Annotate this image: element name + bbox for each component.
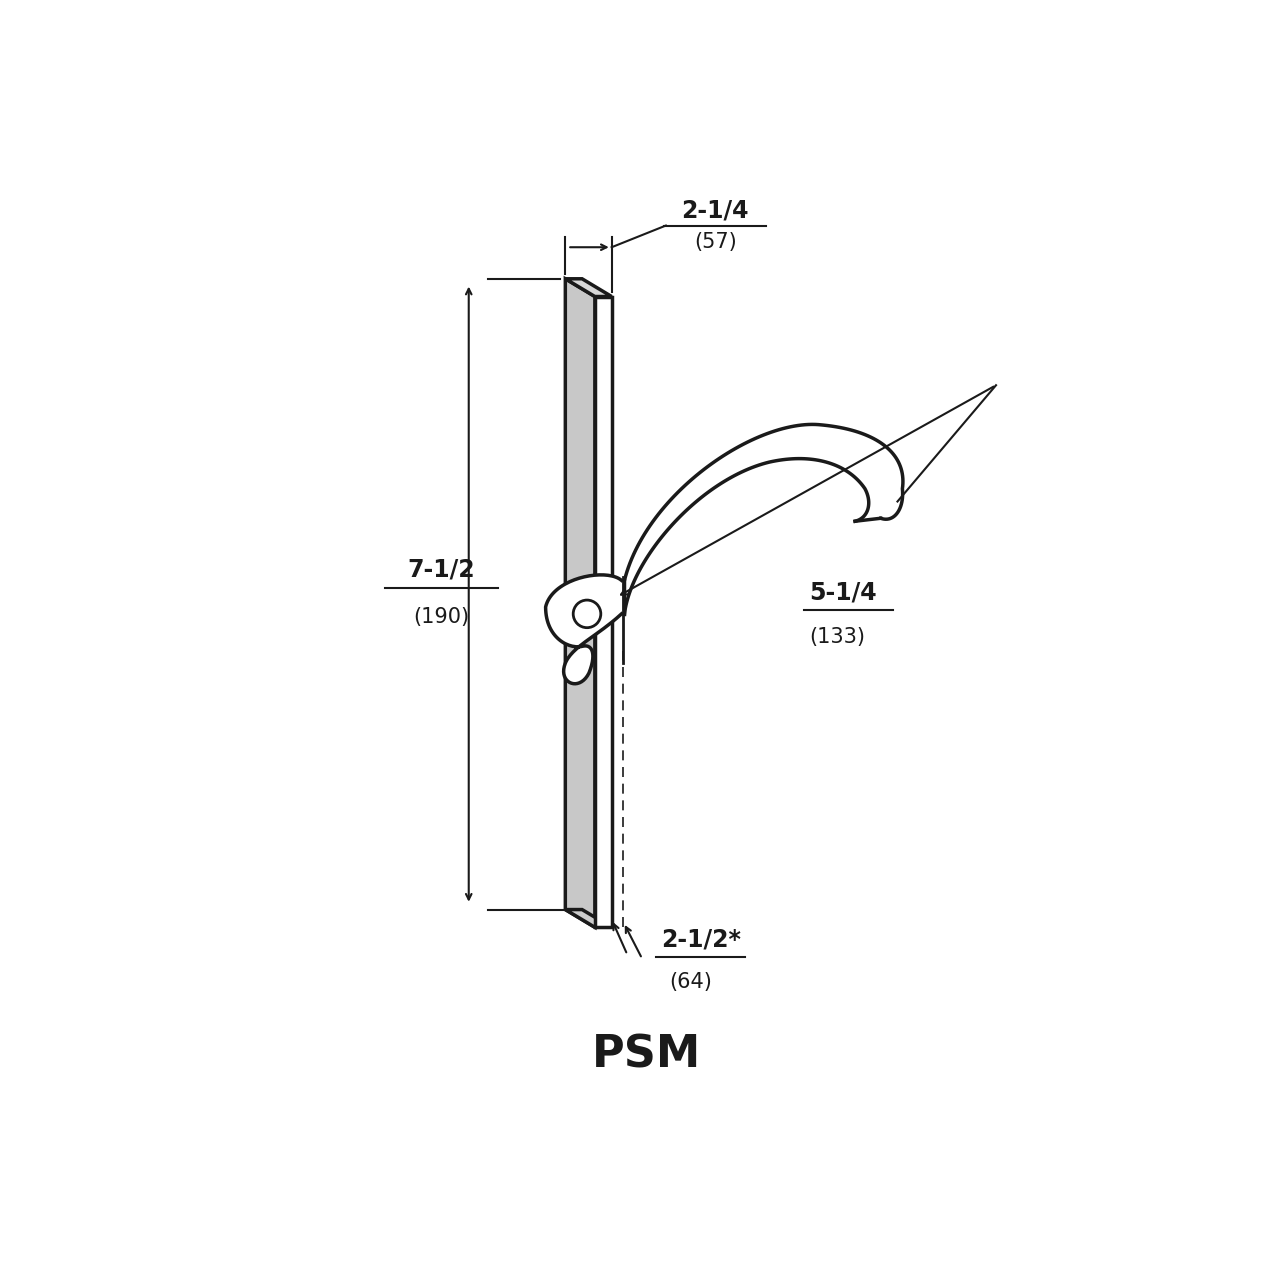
Text: 2-1/4: 2-1/4 [681, 198, 749, 223]
Text: 2-1/2*: 2-1/2* [660, 927, 741, 951]
Polygon shape [566, 279, 595, 927]
Polygon shape [545, 575, 622, 684]
Polygon shape [566, 279, 612, 297]
Circle shape [573, 600, 600, 627]
Polygon shape [625, 425, 902, 614]
Text: (64): (64) [669, 972, 712, 992]
Text: (57): (57) [694, 232, 736, 252]
Polygon shape [595, 297, 612, 927]
Text: (133): (133) [809, 626, 865, 646]
Polygon shape [566, 910, 612, 927]
Text: 7-1/2: 7-1/2 [407, 558, 475, 581]
Text: PSM: PSM [591, 1034, 700, 1076]
Text: (190): (190) [413, 607, 470, 627]
Text: 5-1/4: 5-1/4 [809, 580, 877, 604]
